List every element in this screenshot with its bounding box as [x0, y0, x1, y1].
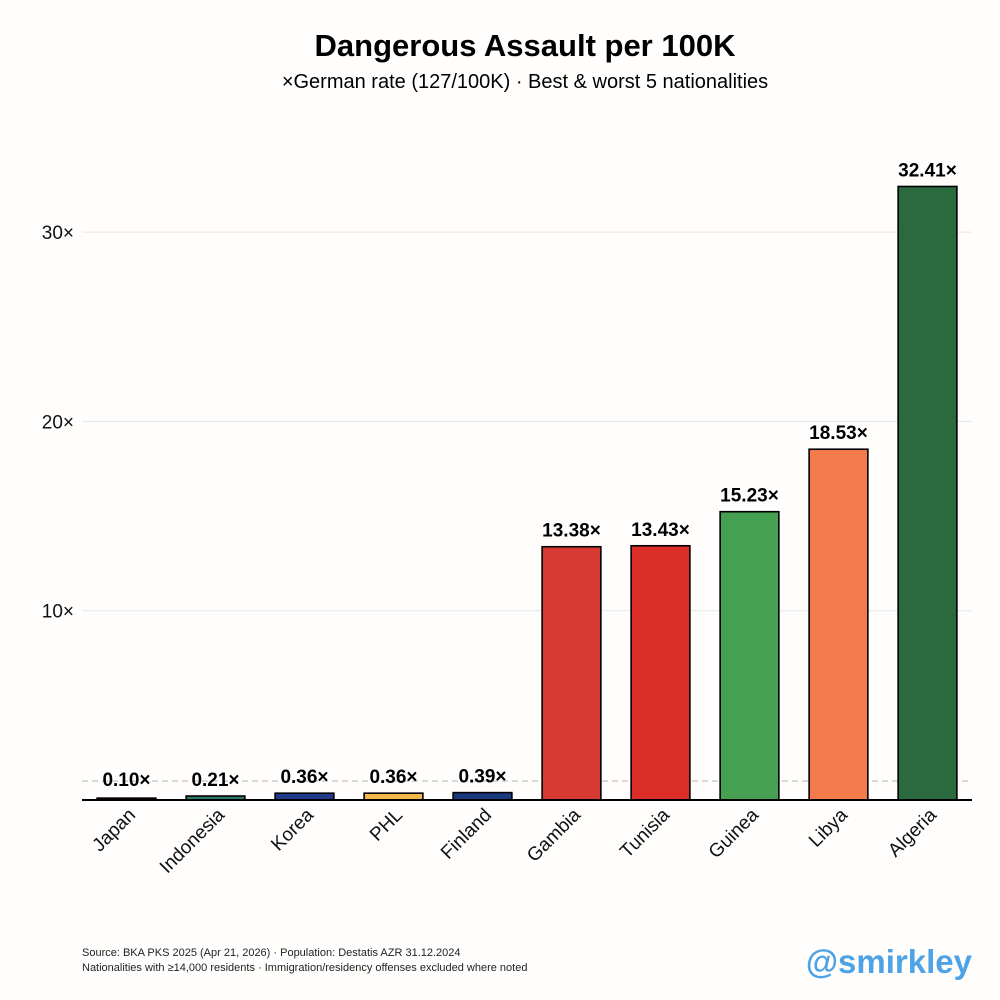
y-tick-label: 10×: [42, 602, 74, 623]
value-label: 0.10×: [102, 770, 150, 791]
bars: [96, 185, 958, 801]
value-label: 13.43×: [631, 520, 690, 541]
y-axis-ticks: 10× 20× 30×: [42, 223, 74, 623]
y-tick-label: 30×: [42, 223, 74, 244]
bar-algeria: [897, 185, 958, 801]
x-tick-label: Finland: [437, 805, 496, 864]
bar-gambia: [541, 545, 602, 801]
value-label: 0.36×: [280, 767, 328, 788]
y-tick-label: 20×: [42, 412, 74, 433]
source-note: Source: BKA PKS 2025 (Apr 21, 2026) · Po…: [82, 946, 527, 976]
x-tick-label: Gambia: [523, 804, 585, 866]
chart-subtitle: ×German rate (127/100K) · Best & worst 5…: [281, 71, 769, 93]
x-tick-label: PHL: [366, 805, 407, 846]
bar-tunisia: [630, 544, 691, 801]
value-labels: 0.10× 0.21× 0.36× 0.36× 0.39× 13.38× 13.43× 15.…: [102, 160, 956, 791]
bar-korea: [274, 792, 335, 801]
x-axis-ticks: Japan Indonesia Korea PHL Finland Gambia Tunis…: [89, 804, 942, 877]
value-label: 0.36×: [369, 767, 417, 788]
value-label: 0.21×: [191, 770, 239, 791]
x-tick-label: Libya: [805, 804, 852, 851]
value-label: 15.23×: [720, 486, 779, 507]
x-tick-label: Japan: [89, 805, 140, 856]
x-tick-label: Indonesia: [156, 804, 229, 877]
author-handle: @smirkley: [805, 943, 972, 980]
bar-guinea: [719, 510, 780, 801]
value-label: 0.39×: [458, 767, 506, 788]
source-line-1: Source: BKA PKS 2025 (Apr 21, 2026) · Po…: [82, 947, 461, 959]
bar-libya: [808, 448, 869, 801]
chart-title: Dangerous Assault per 100K: [314, 28, 736, 63]
value-label: 13.38×: [542, 521, 601, 542]
x-tick-label: Korea: [267, 804, 318, 855]
x-tick-label: Tunisia: [616, 804, 674, 862]
source-line-2: Nationalities with ≥14,000 residents · I…: [82, 962, 528, 974]
bar-finland: [452, 791, 513, 801]
bar-phl: [363, 792, 424, 801]
x-tick-label: Guinea: [705, 804, 763, 862]
value-label: 32.41×: [898, 160, 957, 181]
value-label: 18.53×: [809, 423, 868, 444]
x-tick-label: Algeria: [884, 804, 941, 861]
